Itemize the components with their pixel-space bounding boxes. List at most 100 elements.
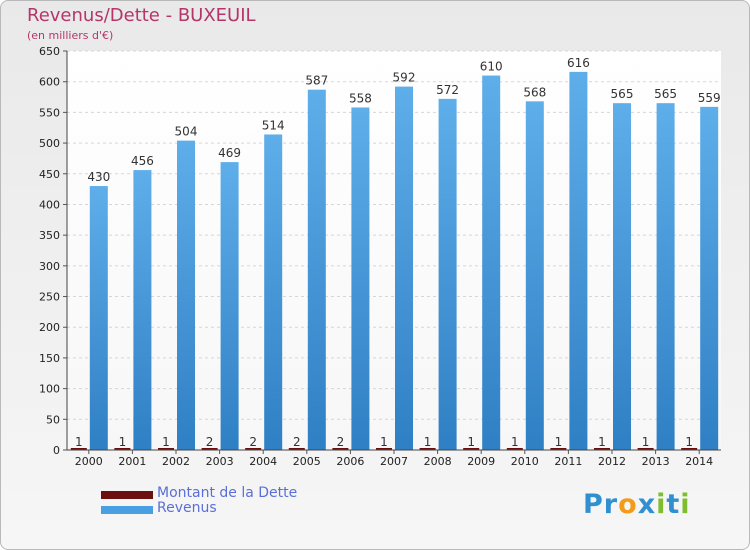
x-tick-label-2014: 2014 [685,455,713,468]
bar-revenus-2006 [351,107,370,450]
bar-dette-2000 [70,448,87,450]
bar-revenus-2012 [613,103,631,450]
logo-letter: P [583,489,604,520]
bar-dette-2010 [506,448,523,450]
data-label-dette-2012: 1 [598,435,606,449]
data-label-dette-2014: 1 [685,435,693,449]
y-tick-label: 100 [39,383,60,396]
bar-revenus-2008 [438,98,457,450]
data-label-dette-2013: 1 [642,435,650,449]
logo-letter: i [656,489,667,520]
bar-dette-2013 [637,448,654,450]
bar-revenus-2001 [133,170,152,450]
data-label-dette-2004: 2 [249,435,257,449]
logo-letter: x [637,489,657,520]
y-tick-label: 50 [46,413,60,426]
y-tick-label: 0 [53,444,60,457]
logo-letter: i [680,489,691,520]
logo-letter: r [603,489,619,520]
y-tick-label: 150 [39,352,60,365]
y-tick-label: 650 [39,45,60,58]
bar-revenus-2009 [482,75,501,451]
data-label-revenus-2013: 565 [654,87,677,101]
bar-dette-2008 [419,448,436,450]
bar-revenus-2000 [89,186,108,451]
legend-swatch-dette [101,491,153,499]
bar-revenus-2002 [177,140,195,451]
bar-dette-2005 [288,448,305,450]
data-label-revenus-2008: 572 [436,83,459,97]
data-label-dette-2008: 1 [424,435,432,449]
data-label-dette-2006: 2 [337,435,345,449]
data-label-dette-2000: 1 [75,435,83,449]
data-label-dette-2009: 1 [467,435,475,449]
bar-dette-2007 [376,448,392,450]
x-tick-label-2005: 2005 [293,455,321,468]
grid [67,50,721,451]
data-label-dette-2005: 2 [293,435,301,449]
data-label-dette-2007: 1 [380,435,388,449]
data-label-dette-2001: 1 [119,435,127,449]
data-label-revenus-2000: 430 [87,170,110,184]
x-tick-label-2003: 2003 [206,455,234,468]
logo-letter: o [618,489,638,520]
x-tick-label-2001: 2001 [118,455,146,468]
y-tick-label: 550 [39,106,60,119]
x-tick-label-2002: 2002 [162,455,190,468]
y-tick-label: 600 [39,76,60,89]
chart-title: Revenus/Dette - BUXEUIL [27,5,256,26]
x-tick-label-2007: 2007 [380,455,408,468]
data-label-revenus-2007: 592 [393,71,416,85]
bar-dette-2012 [594,448,610,450]
plot-area [67,51,721,450]
data-label-revenus-2014: 559 [698,91,721,105]
bar-dette-2003 [201,448,218,450]
y-tick-label: 200 [39,321,60,334]
logo-letter: t [666,489,681,520]
bar-revenus-2004 [264,134,283,450]
bar-dette-2011 [550,448,567,450]
y-tick-label: 400 [39,198,60,211]
bar-dette-2001 [114,448,131,450]
legend-swatch-revenus [101,506,153,514]
x-tick-label-2004: 2004 [249,455,277,468]
bar-revenus-2003 [220,162,239,451]
data-label-revenus-2009: 610 [480,60,503,74]
y-tick-label: 450 [39,168,60,181]
x-tick-label-2000: 2000 [75,455,103,468]
x-tick-label-2012: 2012 [598,455,626,468]
data-label-revenus-2003: 469 [218,146,241,160]
data-label-revenus-2005: 587 [305,74,328,88]
data-label-revenus-2002: 504 [175,125,198,139]
bar-dette-2014 [681,448,698,450]
data-label-dette-2002: 1 [162,435,170,449]
y-tick-label: 500 [39,137,60,150]
y-tick-label: 250 [39,291,60,304]
data-label-revenus-2006: 558 [349,91,372,105]
axes: 0 50 100 150 200 250 300 350 400 450 500 550 600 650 2… [39,45,721,468]
x-tick-label-2013: 2013 [642,455,670,468]
data-label-dette-2011: 1 [555,435,563,449]
data-label-dette-2010: 1 [511,435,519,449]
y-tick-label: 300 [39,260,60,273]
chart-subtitle: (en milliers d'€) [27,29,114,42]
data-label-revenus-2010: 568 [523,85,546,99]
data-label-revenus-2012: 565 [611,87,634,101]
x-tick-label-2010: 2010 [511,455,539,468]
bar-revenus-2005 [307,89,326,451]
x-tick-label-2009: 2009 [467,455,495,468]
bar-revenus-2010 [525,101,544,450]
bar-dette-2002 [158,448,174,450]
legend-label-dette: Montant de la Dette [157,485,298,501]
legend-label-revenus: Revenus [157,500,217,516]
y-tick-label: 350 [39,229,60,242]
data-label-revenus-2004: 514 [262,118,285,132]
data-labels: 1 430 1 456 1 504 2 469 2 514 2 587 2 558 1 592 1 572 1 610… [75,56,721,449]
x-tick-label-2006: 2006 [336,455,364,468]
x-tick-label-2008: 2008 [424,455,452,468]
data-label-revenus-2011: 616 [567,56,590,70]
proxiti-logo: Proxiti [583,489,691,520]
bar-revenus-2014 [700,106,719,451]
